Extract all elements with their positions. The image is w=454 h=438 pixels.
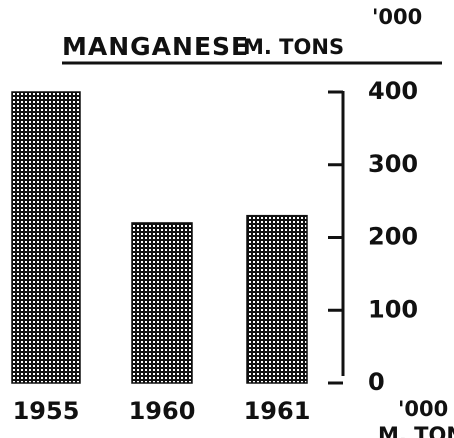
y-tick-label: 200 [368, 223, 418, 251]
chart-title: MANGANESE [62, 32, 249, 61]
annotation: '000 [398, 397, 448, 421]
y-unit-label: '000 [372, 5, 422, 29]
y-unit-label: M. TONS [243, 35, 344, 59]
annotation: M. TONS [378, 423, 454, 438]
x-tick-label: 1961 [244, 397, 311, 425]
y-tick-label: 0 [368, 368, 385, 396]
y-tick-label: 400 [368, 77, 418, 105]
y-tick-label: 100 [368, 295, 418, 323]
x-tick-label: 1955 [13, 397, 80, 425]
bar [131, 222, 193, 384]
bar [11, 91, 81, 384]
bar [246, 214, 308, 384]
x-tick-label: 1960 [129, 397, 196, 425]
y-tick-label: 300 [368, 150, 418, 178]
